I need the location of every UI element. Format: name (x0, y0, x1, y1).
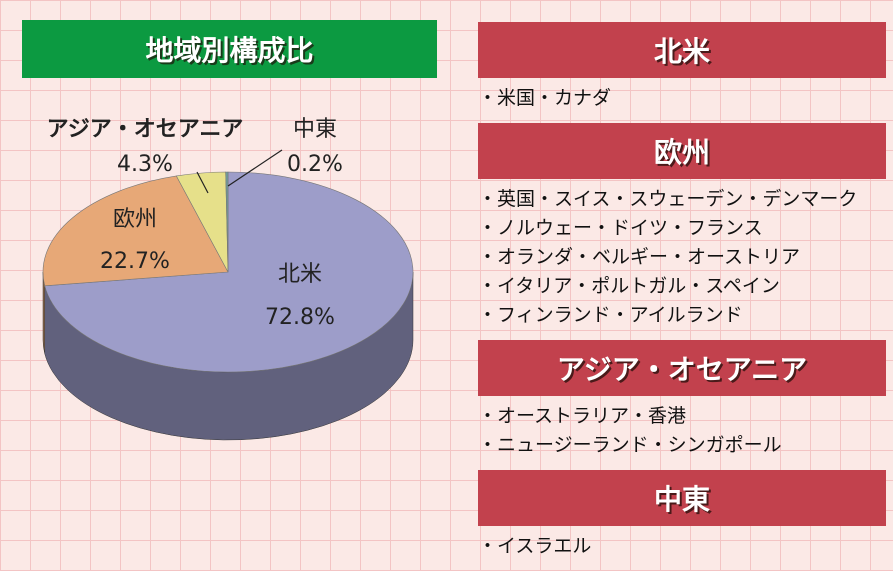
region-panel: 北米 ・米国・カナダ 欧州 ・英国・スイス・スウェーデン・デンマーク ・ノルウェー・ドイ… (478, 22, 886, 571)
leader-line (196, 171, 209, 194)
region-item: ・ニュージーランド・シンガポール (478, 434, 782, 456)
slice-label: 欧州 (113, 207, 157, 232)
region-item: ・フィンランド・アイルランド (478, 304, 743, 326)
slice-label: アジア・オセアニア (47, 117, 244, 142)
slice (42, 175, 229, 287)
leader-line (227, 149, 283, 187)
chart-title: 地域別構成比 (22, 20, 437, 78)
value-label: 0.2% (287, 152, 343, 177)
slice-label: 北米 (278, 262, 322, 287)
slice (225, 171, 229, 273)
slice (44, 171, 414, 373)
region-list: ・英国・スイス・スウェーデン・デンマーク ・ノルウェー・ドイツ・フランス・オランダ… (478, 179, 886, 340)
region-item: ・イタリア・ポルトガル・スペイン (478, 275, 780, 297)
region-header: 欧州 (478, 123, 886, 179)
region-item: ・イスラエル (478, 535, 592, 557)
slice-label: 中東 (293, 117, 337, 142)
region-list: ・イスラエル (478, 526, 886, 571)
value-label: 22.7% (100, 249, 170, 274)
region-list: ・オーストラリア・香港・ニュージーランド・シンガポール (478, 396, 886, 470)
region-item: ・ノルウェー・ドイツ・フランス (478, 217, 763, 239)
value-label: 4.3% (117, 152, 173, 177)
chart: 北米 72.8% 欧州 22.7% アジア・オセアニア 4.3% 中東 0.2% (42, 117, 414, 441)
region-item: ・オーストラリア・香港 (478, 405, 687, 427)
region-header: 北米 (478, 22, 886, 78)
region-list: ・米国・カナダ (478, 78, 886, 123)
value-label: 72.8% (265, 305, 335, 330)
region-item: ・オランダ・ベルギー・オーストリア (478, 246, 801, 268)
region-item: ・米国・カナダ (478, 87, 612, 109)
region-header: アジア・オセアニア (478, 340, 886, 396)
region-header: 中東 (478, 470, 886, 526)
region-item: ・英国・スイス・スウェーデン・デンマーク (478, 188, 858, 210)
